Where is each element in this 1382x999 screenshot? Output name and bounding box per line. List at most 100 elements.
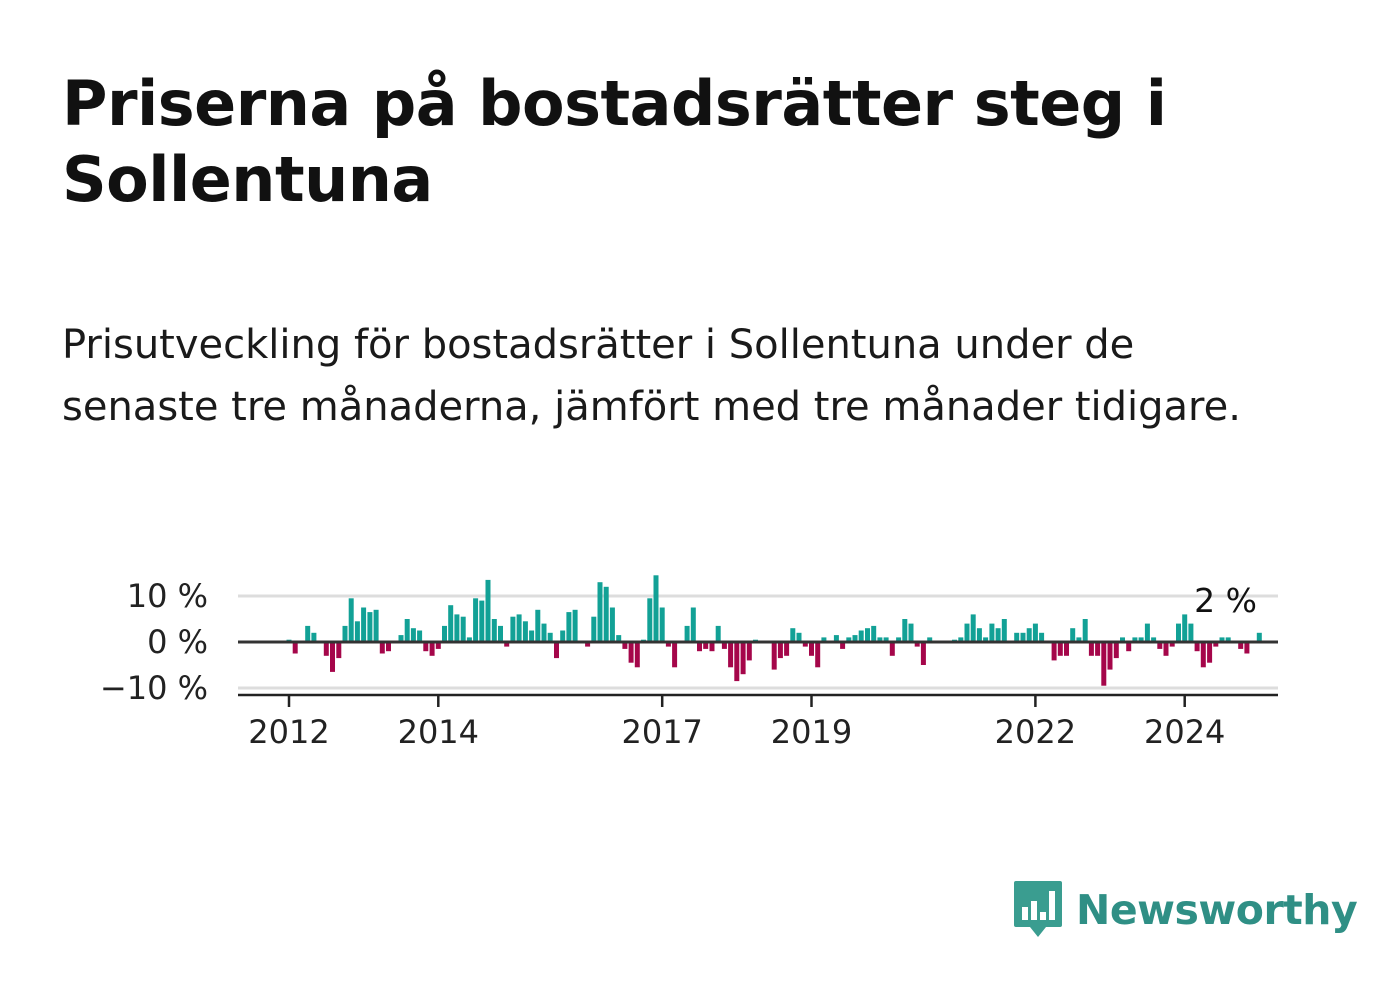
- bar-month-18: [398, 635, 404, 642]
- bar-month-103: [927, 637, 933, 642]
- bar-month-92: [858, 630, 864, 642]
- bar-month-117: [1014, 632, 1020, 642]
- bar-month-86: [821, 637, 827, 642]
- price-change-bar-chart: 10 % 0 % −10 % 2012 2014 2017 2019 2022 2024 2 …: [100, 575, 1278, 751]
- bar-month-119: [1026, 628, 1032, 642]
- bar-month-14: [373, 609, 379, 642]
- bar-month-11: [354, 621, 360, 642]
- bar-month-6: [323, 642, 329, 656]
- bar-month-28: [460, 616, 466, 642]
- bar-month-23: [429, 642, 435, 656]
- bar-month-78: [771, 642, 777, 670]
- bar-chart-speech-bubble-icon: [1014, 881, 1062, 937]
- latest-value-label: 2 %: [1194, 581, 1257, 620]
- bar-month-21: [417, 630, 423, 642]
- bar-month-145: [1188, 623, 1194, 642]
- bar-month-93: [865, 628, 870, 642]
- bar-month-26: [448, 605, 454, 642]
- bar-month-150: [1219, 637, 1225, 642]
- bar-month-45: [566, 612, 572, 642]
- bar-month-12: [361, 607, 367, 642]
- bar-month-16: [386, 642, 391, 652]
- bar-month-31: [479, 600, 485, 642]
- bar-month-125: [1064, 642, 1069, 656]
- bar-month-146: [1194, 642, 1200, 652]
- bar-month-36: [510, 616, 516, 642]
- bar-month-115: [1001, 619, 1007, 642]
- x-tick-label: 2012: [248, 713, 329, 751]
- bar-month-100: [908, 623, 914, 642]
- bar-month-35: [504, 642, 510, 647]
- bar-month-59: [653, 575, 659, 642]
- bar-month-3: [305, 625, 311, 642]
- bar-month-22: [423, 642, 429, 652]
- x-axis-ticks: 2012 2014 2017 2019 2022 2024: [248, 695, 1225, 751]
- bar-month-94: [871, 625, 877, 642]
- bar-month-133: [1113, 642, 1119, 659]
- x-tick-label: 2014: [398, 713, 479, 751]
- bar-month-64: [684, 625, 690, 642]
- brand-name: Newsworthy: [1076, 886, 1358, 934]
- x-tick-label: 2024: [1144, 713, 1225, 751]
- bar-month-98: [896, 637, 902, 642]
- bar-month-110: [970, 614, 976, 642]
- bar-month-51: [603, 586, 609, 642]
- bar-month-84: [809, 642, 814, 656]
- y-tick-label: 0 %: [147, 623, 208, 661]
- bar-month-89: [840, 642, 846, 649]
- bar-month-70: [721, 642, 727, 649]
- bar-month-88: [833, 635, 839, 642]
- bar-month-32: [485, 579, 491, 642]
- bar-month-136: [1132, 637, 1138, 642]
- bar-month-71: [728, 642, 734, 668]
- bar-month-91: [852, 635, 858, 642]
- bar-month-62: [672, 642, 678, 668]
- bar-month-85: [815, 642, 821, 668]
- bar-month-151: [1225, 637, 1231, 642]
- bar-month-130: [1095, 642, 1101, 656]
- bar-month-7: [330, 642, 335, 672]
- bar-month-108: [958, 637, 964, 642]
- bar-month-121: [1039, 632, 1045, 642]
- bar-month-69: [715, 625, 721, 642]
- bar-month-79: [777, 642, 783, 659]
- bar-month-65: [690, 607, 696, 642]
- bar-month-128: [1082, 619, 1088, 642]
- bar-month-142: [1169, 642, 1175, 647]
- bar-month-134: [1120, 637, 1125, 642]
- bar-month-49: [591, 616, 597, 642]
- bar-month-50: [597, 582, 603, 642]
- bar-month-135: [1126, 642, 1132, 652]
- bar-month-48: [585, 642, 591, 647]
- bar-month-81: [790, 628, 796, 642]
- bar-month-83: [802, 642, 808, 647]
- bar-month-44: [560, 630, 566, 642]
- bar-month-67: [703, 642, 709, 649]
- bar-month-30: [473, 598, 479, 642]
- bar-month-127: [1076, 637, 1082, 642]
- bar-month-34: [498, 625, 503, 642]
- bar-month-102: [920, 642, 926, 665]
- bar-month-97: [889, 642, 895, 656]
- bar-month-139: [1151, 637, 1157, 642]
- bar-month-118: [1020, 632, 1026, 642]
- bar-month-20: [410, 628, 416, 642]
- bar-month-101: [914, 642, 920, 647]
- bar-month-46: [572, 609, 578, 642]
- bar-month-156: [1256, 632, 1262, 642]
- bar-month-153: [1238, 642, 1244, 649]
- chart-subtitle: Prisutveckling för bostadsrätter i Solle…: [62, 322, 1241, 430]
- y-tick-label: −10 %: [100, 669, 208, 707]
- bar-month-66: [697, 642, 702, 652]
- bar-month-24: [435, 642, 441, 649]
- bar-month-25: [442, 625, 447, 642]
- bar-month-56: [634, 642, 640, 668]
- bar-month-54: [622, 642, 628, 649]
- x-tick-label: 2022: [995, 713, 1076, 751]
- bar-month-154: [1244, 642, 1250, 654]
- bar-month-99: [902, 619, 908, 642]
- bar-month-113: [989, 623, 995, 642]
- bar-month-61: [665, 642, 671, 647]
- bar-month-72: [734, 642, 740, 682]
- bar-month-141: [1163, 642, 1169, 656]
